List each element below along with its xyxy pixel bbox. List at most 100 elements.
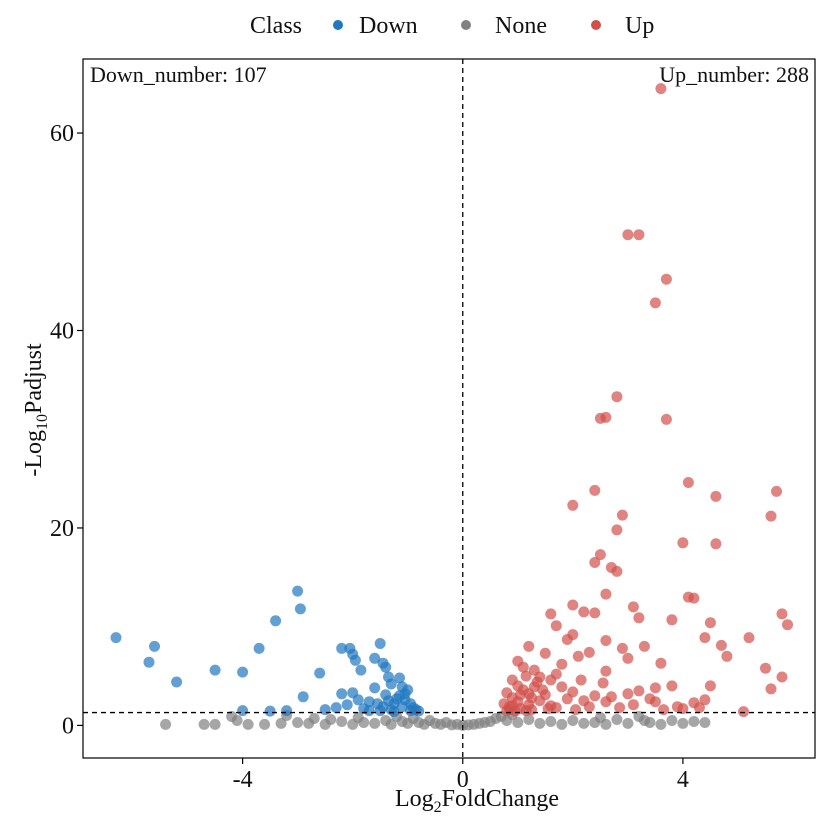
point-up [682, 477, 694, 488]
point-up [782, 619, 793, 631]
point-down [405, 705, 416, 717]
point-none [534, 717, 546, 729]
point-up [520, 705, 532, 717]
point-up [550, 668, 562, 680]
point-up [666, 680, 678, 692]
point-up [600, 665, 612, 677]
point-up [704, 680, 716, 692]
point-down [369, 682, 381, 694]
point-up [616, 642, 628, 654]
point-none [567, 715, 579, 726]
point-none [512, 717, 524, 728]
point-up [575, 674, 587, 686]
point-none [523, 714, 535, 725]
legend-label-none: None [495, 13, 547, 39]
point-down [402, 684, 414, 696]
point-down [363, 696, 375, 708]
y-tick-label: 60 [50, 121, 74, 147]
point-up [710, 490, 722, 502]
point-up [658, 704, 670, 716]
legend-marker-none [461, 20, 471, 30]
point-up [611, 391, 623, 403]
point-up [597, 677, 609, 689]
point-up [633, 229, 645, 241]
point-up [660, 273, 672, 285]
point-up [589, 557, 601, 568]
legend-marker-up [591, 20, 601, 30]
point-down [237, 705, 249, 717]
point-up [550, 702, 562, 714]
point-up [627, 699, 639, 711]
point-none [385, 718, 397, 730]
point-up [622, 652, 634, 664]
point-up [611, 565, 623, 577]
point-down [237, 666, 249, 678]
point-up [699, 694, 711, 706]
point-down [281, 705, 293, 717]
point-down [149, 640, 160, 652]
point-none [611, 714, 623, 725]
x-tick-label: -4 [233, 767, 253, 793]
point-none [231, 715, 243, 726]
y-tick-label: 40 [50, 319, 74, 345]
x-axis-label: Log2FoldChange [395, 786, 559, 816]
point-none [594, 712, 606, 723]
point-down [380, 689, 392, 701]
point-down [369, 652, 381, 664]
point-up [627, 601, 639, 613]
y-axis-ticks: 0 20 40 60 [50, 121, 83, 739]
point-down [314, 667, 326, 679]
point-down [341, 699, 353, 711]
point-up [614, 702, 626, 714]
point-down [264, 705, 276, 717]
point-up [743, 632, 755, 644]
point-up [655, 83, 667, 95]
point-down [209, 664, 221, 676]
point-up [677, 537, 689, 549]
point-up [515, 689, 526, 701]
x-tick-label: 4 [677, 767, 689, 793]
point-none [259, 718, 271, 730]
point-up [660, 413, 672, 425]
point-up [633, 685, 645, 697]
point-up [531, 676, 543, 688]
point-up [693, 702, 705, 714]
point-down [270, 615, 282, 627]
point-up [649, 297, 661, 309]
point-up [537, 684, 549, 696]
legend: Class Down None Up [250, 13, 654, 39]
point-none [308, 713, 320, 724]
point-up [616, 509, 628, 521]
point-down [253, 642, 265, 654]
point-up [771, 485, 782, 497]
point-down [349, 654, 361, 666]
point-up [567, 499, 579, 511]
y-tick-label: 20 [50, 516, 74, 542]
point-none [545, 716, 557, 727]
point-up [526, 692, 538, 704]
point-up [649, 682, 661, 694]
point-up [677, 703, 689, 715]
point-down [143, 656, 155, 668]
point-down [336, 642, 348, 654]
point-down [374, 705, 386, 717]
legend-marker-down [333, 20, 343, 30]
point-none [688, 716, 700, 727]
point-up [567, 686, 579, 698]
point-none [666, 715, 678, 726]
point-up [715, 639, 727, 651]
legend-label-up: Up [625, 13, 654, 39]
point-up [765, 510, 777, 522]
point-up [504, 704, 515, 716]
point-none [209, 718, 221, 730]
legend-title: Class [250, 13, 302, 39]
point-down [294, 603, 306, 615]
y-axis-label: -Log10Padjust [21, 343, 51, 477]
point-down [394, 690, 405, 702]
point-up [776, 671, 788, 683]
point-up [699, 632, 711, 644]
point-down [336, 688, 348, 700]
x-axis-ticks: -4 0 4 [233, 758, 689, 793]
point-up [594, 549, 606, 561]
